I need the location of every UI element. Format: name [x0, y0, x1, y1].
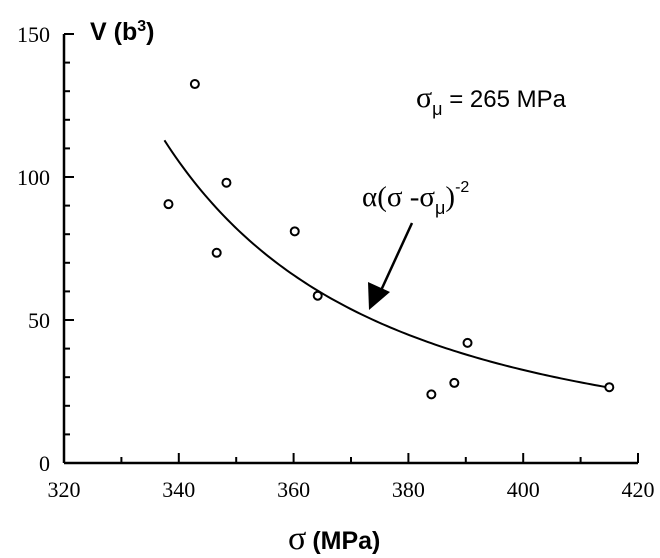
- y-tick-label: 0: [39, 451, 50, 476]
- sigma-mu-annotation: σμ = 265 MPa: [416, 81, 567, 119]
- data-point: [426, 389, 437, 400]
- fit-curve-label: α(σ -σμ)-2: [362, 179, 469, 218]
- data-points: [163, 79, 615, 400]
- axis-ticks: [63, 33, 639, 464]
- fit-curve: [163, 139, 610, 389]
- data-point: [189, 79, 200, 90]
- data-point: [221, 177, 232, 188]
- data-point: [462, 337, 473, 348]
- x-axis-title: σ (MPa): [288, 520, 380, 557]
- x-tick-label: 340: [162, 477, 195, 502]
- data-point: [449, 377, 460, 388]
- data-point: [211, 247, 222, 258]
- x-tick-label: 400: [507, 477, 540, 502]
- y-tick-label: 50: [28, 308, 50, 333]
- data-point: [312, 290, 323, 301]
- data-point: [604, 382, 615, 393]
- y-tick-label: 100: [17, 165, 50, 190]
- x-tick-label: 360: [277, 477, 310, 502]
- tick-labels: 320 340 360 380 400 420 0 50 100 150: [17, 22, 655, 502]
- y-tick-label: 150: [17, 22, 50, 47]
- data-point: [163, 199, 174, 210]
- data-point: [289, 226, 300, 237]
- x-tick-label: 420: [622, 477, 655, 502]
- y-axis-title: V (b3): [90, 18, 154, 46]
- annotation-arrow-shaft: [376, 222, 414, 298]
- x-tick-label: 380: [392, 477, 425, 502]
- x-tick-label: 320: [48, 477, 81, 502]
- annotation-arrow-head: [368, 282, 390, 310]
